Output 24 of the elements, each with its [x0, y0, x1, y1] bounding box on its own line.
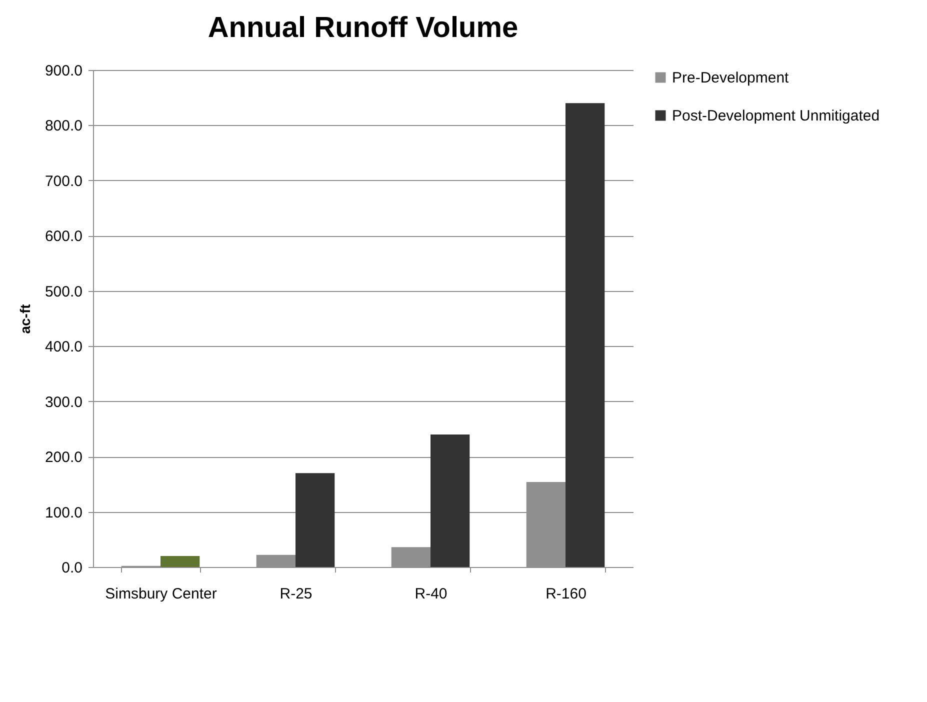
bar — [296, 473, 335, 567]
bar — [566, 103, 605, 567]
bar — [160, 556, 200, 567]
x-tick-label: R-25 — [280, 586, 312, 602]
legend-label: Pre-Development — [672, 70, 790, 86]
y-axis-title: ac-ft — [16, 304, 33, 334]
chart-title: Annual Runoff Volume — [208, 12, 518, 44]
y-tick-label: 0.0 — [62, 560, 82, 576]
y-tick-label: 800.0 — [44, 118, 82, 135]
y-tick-label: 500.0 — [44, 283, 82, 300]
y-tick-label: 100.0 — [44, 504, 82, 522]
legend-label: Post-Development Unmitigated — [672, 108, 880, 124]
x-tick-label: Simsbury Center — [105, 586, 217, 602]
bar — [430, 434, 470, 567]
x-tick-label: R-40 — [414, 586, 448, 602]
y-tick-label: 700.0 — [44, 172, 82, 190]
y-tick-label: 400.0 — [44, 338, 82, 356]
y-tick-label: 200.0 — [44, 449, 82, 466]
y-tick-label: 300.0 — [44, 394, 82, 411]
x-tick-label: R-160 — [546, 586, 586, 602]
y-tick-label: 600.0 — [44, 228, 82, 246]
y-tick-label: 900.0 — [44, 62, 82, 80]
bar — [391, 547, 430, 567]
bar — [256, 554, 296, 567]
